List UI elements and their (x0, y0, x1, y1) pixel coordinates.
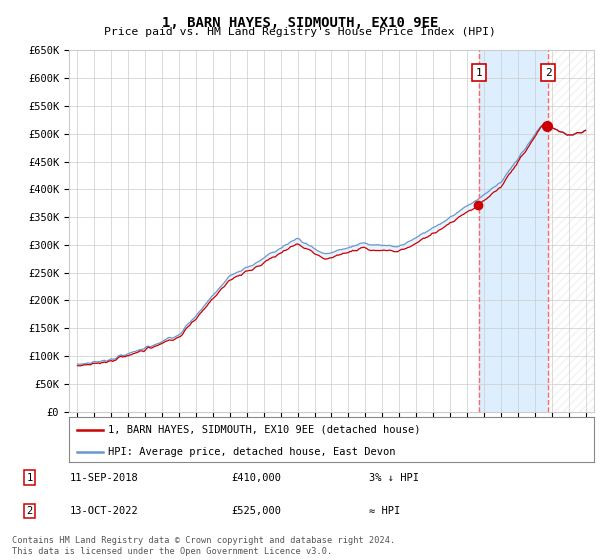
Text: 11-SEP-2018: 11-SEP-2018 (70, 473, 139, 483)
Text: Price paid vs. HM Land Registry's House Price Index (HPI): Price paid vs. HM Land Registry's House … (104, 27, 496, 37)
Text: 3% ↓ HPI: 3% ↓ HPI (369, 473, 419, 483)
Bar (479, 50, 548, 412)
Text: 1, BARN HAYES, SIDMOUTH, EX10 9EE: 1, BARN HAYES, SIDMOUTH, EX10 9EE (162, 16, 438, 30)
Text: £410,000: £410,000 (231, 473, 281, 483)
Text: 1: 1 (26, 473, 32, 483)
Text: 2: 2 (26, 506, 32, 516)
Text: Contains HM Land Registry data © Crown copyright and database right 2024.
This d: Contains HM Land Registry data © Crown c… (12, 536, 395, 556)
Text: 1: 1 (475, 68, 482, 78)
Text: 2: 2 (545, 68, 551, 78)
Text: 13-OCT-2022: 13-OCT-2022 (70, 506, 139, 516)
Text: HPI: Average price, detached house, East Devon: HPI: Average price, detached house, East… (109, 447, 396, 457)
Text: ≈ HPI: ≈ HPI (369, 506, 400, 516)
Text: £525,000: £525,000 (231, 506, 281, 516)
Text: 1, BARN HAYES, SIDMOUTH, EX10 9EE (detached house): 1, BARN HAYES, SIDMOUTH, EX10 9EE (detac… (109, 424, 421, 435)
Bar (548, 50, 594, 412)
Bar (548, 50, 594, 412)
